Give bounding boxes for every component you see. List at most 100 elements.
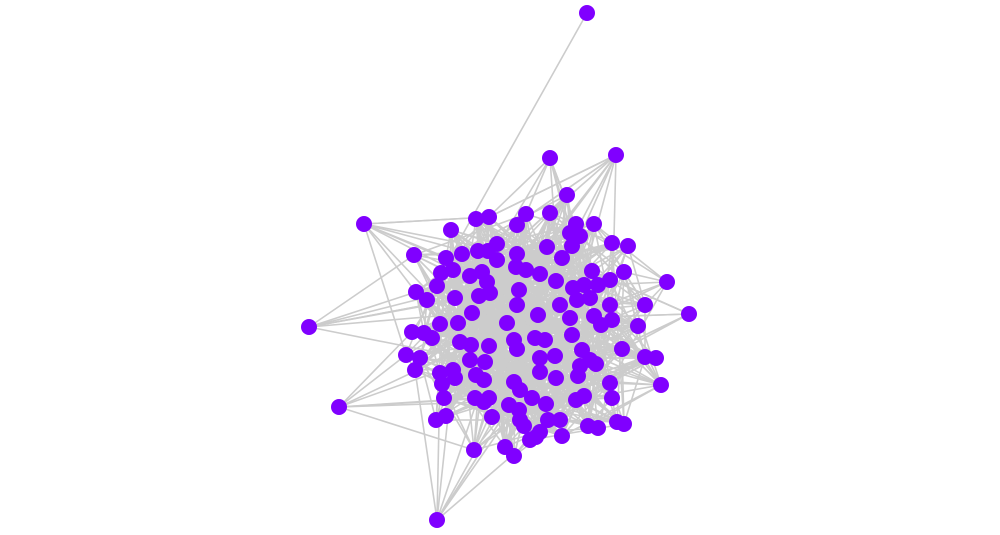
graph-node bbox=[447, 290, 463, 306]
graph-node bbox=[528, 429, 544, 445]
graph-edge bbox=[338, 397, 476, 408]
graph-node bbox=[616, 264, 632, 280]
graph-node bbox=[540, 412, 556, 428]
graph-edge bbox=[488, 154, 617, 218]
graph-node bbox=[532, 266, 548, 282]
graph-node bbox=[532, 350, 548, 366]
graph-node bbox=[433, 265, 449, 281]
graph-edge bbox=[363, 223, 407, 356]
graph-node bbox=[518, 206, 534, 222]
graph-node bbox=[518, 262, 534, 278]
graph-node bbox=[616, 416, 632, 432]
graph-node bbox=[562, 310, 578, 326]
graph-node bbox=[548, 370, 564, 386]
graph-edge bbox=[308, 281, 488, 328]
graph-node bbox=[477, 354, 493, 370]
graph-node bbox=[408, 284, 424, 300]
graph-node bbox=[542, 205, 558, 221]
graph-node bbox=[659, 274, 675, 290]
graph-edge bbox=[338, 354, 407, 408]
graph-node bbox=[582, 290, 598, 306]
graph-node bbox=[559, 187, 575, 203]
graph-node bbox=[579, 5, 595, 21]
graph-edge bbox=[338, 406, 475, 451]
graph-node bbox=[552, 412, 568, 428]
graph-node bbox=[463, 337, 479, 353]
graph-edge bbox=[577, 375, 618, 423]
graph-node bbox=[572, 358, 588, 374]
graph-node bbox=[450, 315, 466, 331]
graph-node bbox=[532, 364, 548, 380]
graph-node bbox=[506, 448, 522, 464]
graph-node bbox=[530, 307, 546, 323]
graph-node bbox=[489, 236, 505, 252]
graph-edge bbox=[579, 154, 617, 237]
graph-node bbox=[407, 362, 423, 378]
graph-edge bbox=[575, 223, 668, 283]
graph-node bbox=[476, 372, 492, 388]
graph-edge bbox=[611, 319, 662, 386]
graph-node bbox=[509, 297, 525, 313]
graph-node bbox=[509, 246, 525, 262]
graph-node bbox=[331, 399, 347, 415]
graph-node bbox=[481, 390, 497, 406]
graph-edge bbox=[338, 331, 413, 408]
graph-edge bbox=[595, 313, 690, 365]
graph-node bbox=[653, 377, 669, 393]
graph-edge bbox=[525, 157, 551, 215]
graph-edge bbox=[363, 223, 459, 324]
graph-edge bbox=[308, 291, 417, 328]
graph-node bbox=[548, 273, 564, 289]
graph-edge bbox=[549, 154, 617, 214]
graph-node bbox=[584, 263, 600, 279]
graph-edge bbox=[414, 369, 438, 521]
graph-node bbox=[576, 388, 592, 404]
graph-node bbox=[542, 150, 558, 166]
graph-node bbox=[648, 350, 664, 366]
graph-node bbox=[434, 376, 450, 392]
graph-node bbox=[462, 352, 478, 368]
nodes-layer bbox=[301, 5, 697, 528]
graph-node bbox=[464, 305, 480, 321]
graph-node bbox=[445, 262, 461, 278]
graph-node bbox=[564, 327, 580, 343]
graph-node bbox=[547, 348, 563, 364]
graph-edge bbox=[569, 281, 668, 319]
graph-node bbox=[429, 512, 445, 528]
graph-node bbox=[468, 211, 484, 227]
graph-node bbox=[564, 238, 580, 254]
graph-node bbox=[419, 292, 435, 308]
graph-node bbox=[447, 370, 463, 386]
graph-node bbox=[539, 239, 555, 255]
graph-node bbox=[590, 277, 606, 293]
graph-node bbox=[630, 318, 646, 334]
graph-node bbox=[301, 319, 317, 335]
graph-edge bbox=[473, 212, 551, 451]
graph-node bbox=[681, 306, 697, 322]
graph-node bbox=[576, 277, 592, 293]
graph-edge bbox=[609, 382, 662, 386]
graph-node bbox=[554, 250, 570, 266]
graph-edge bbox=[440, 12, 588, 274]
graph-edge bbox=[486, 281, 515, 457]
graph-node bbox=[481, 338, 497, 354]
graph-node bbox=[404, 324, 420, 340]
graph-node bbox=[512, 382, 528, 398]
graph-edge bbox=[426, 299, 563, 437]
graph-node bbox=[443, 222, 459, 238]
graph-node bbox=[406, 247, 422, 263]
graph-edge bbox=[445, 157, 551, 259]
graph-edge bbox=[477, 154, 617, 252]
graph-node bbox=[602, 272, 618, 288]
graph-node bbox=[398, 347, 414, 363]
graph-node bbox=[569, 292, 585, 308]
graph-node bbox=[482, 285, 498, 301]
graph-edge bbox=[308, 254, 415, 328]
graph-node bbox=[438, 250, 454, 266]
graph-node bbox=[586, 216, 602, 232]
graph-edge bbox=[308, 326, 486, 363]
graph-node bbox=[608, 147, 624, 163]
graph-edge bbox=[445, 245, 573, 417]
graph-node bbox=[537, 332, 553, 348]
